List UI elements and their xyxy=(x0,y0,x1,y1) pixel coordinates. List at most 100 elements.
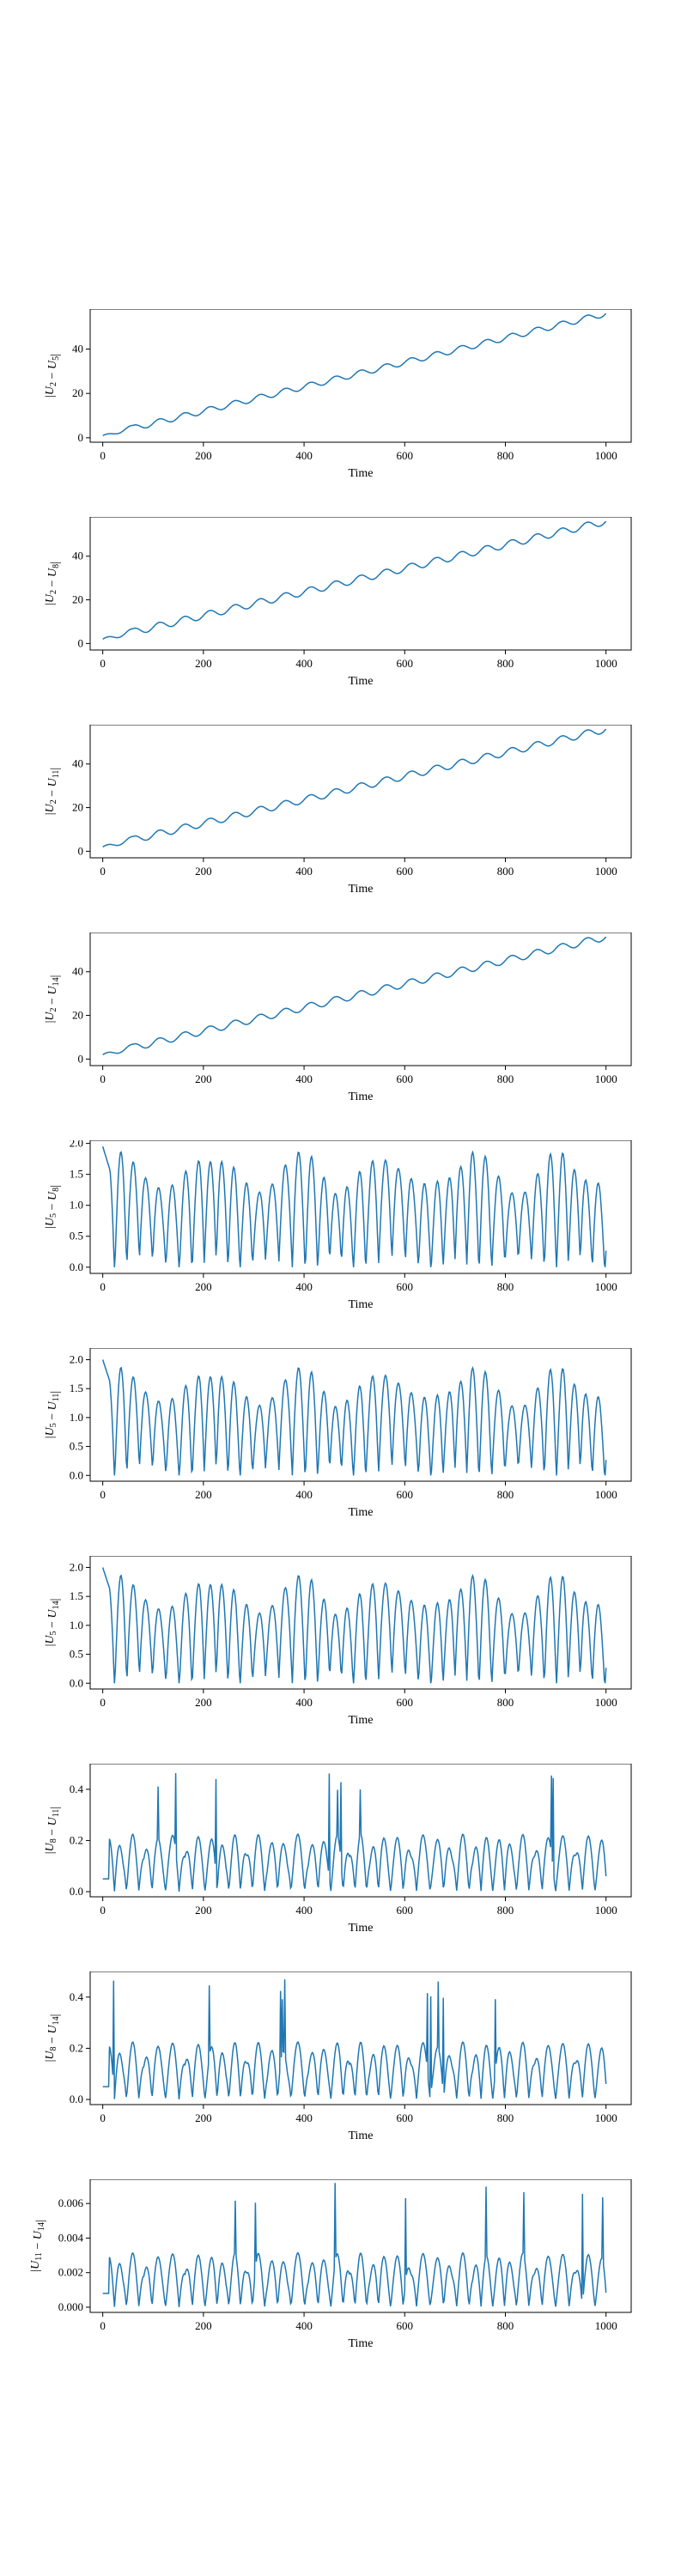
y-tick-label: 2.0 xyxy=(70,1560,83,1573)
plot-frame xyxy=(89,1971,632,2105)
x-tick-label: 600 xyxy=(397,1072,414,1085)
x-tick-label: 0 xyxy=(100,449,106,462)
y-tick-label: 0 xyxy=(78,431,84,444)
x-axis-label: Time xyxy=(348,1091,373,1103)
chart-panel: 0 200 400 600 800 1000 0 20 40 Time |U2 − U14| xyxy=(0,933,687,1147)
line-chart: 0 200 400 600 800 1000 0 20 40 Time |U2 − U8| xyxy=(44,517,632,688)
x-tick-label: 0 xyxy=(100,1488,106,1501)
x-tick-label: 0 xyxy=(100,1696,106,1709)
y-tick-label: 0.000 xyxy=(58,2300,83,2313)
line-chart: 0 200 400 600 800 1000 0.0 0.5 1.0 1.5 2.0 Time |U5 … xyxy=(44,1556,632,1727)
chart-panel: 0 200 400 600 800 1000 0.0 0.5 1.0 1.5 2.0 Time |U5 … xyxy=(0,1348,687,1563)
y-axis-label: |U8 − U11| xyxy=(44,1807,62,1854)
series-line xyxy=(101,1359,607,1476)
x-tick-label: 600 xyxy=(397,449,414,462)
x-tick-label: 800 xyxy=(497,1488,514,1501)
x-tick-label: 400 xyxy=(295,2111,313,2124)
x-tick-label: 600 xyxy=(397,1488,414,1501)
x-tick-label: 400 xyxy=(295,1072,313,1085)
x-tick-label: 800 xyxy=(497,1280,514,1293)
x-tick-label: 400 xyxy=(295,1488,313,1501)
y-axis-label: |U5 − U11| xyxy=(44,1391,62,1438)
x-tick-label: 0 xyxy=(100,657,106,670)
y-tick-label: 20 xyxy=(72,593,83,606)
x-tick-label: 800 xyxy=(497,449,514,462)
y-tick-label: 0.0 xyxy=(70,1885,83,1898)
y-axis-label: |U8 − U14| xyxy=(44,2014,62,2063)
x-tick-label: 200 xyxy=(195,449,212,462)
y-axis-label: |U5 − U14| xyxy=(44,1599,62,1647)
plot-frame xyxy=(89,1348,632,1482)
y-axis-label: |U2 − U14| xyxy=(44,975,62,1024)
y-tick-label: 20 xyxy=(72,801,83,814)
x-tick-label: 400 xyxy=(295,657,313,670)
x-tick-label: 200 xyxy=(195,1488,212,1501)
x-tick-label: 400 xyxy=(295,2319,313,2332)
chart-panel: 0 200 400 600 800 1000 0 20 40 Time |U2 − U8| xyxy=(0,517,687,732)
x-tick-label: 0 xyxy=(100,1904,106,1917)
y-tick-label: 40 xyxy=(72,550,83,562)
series-line xyxy=(102,2183,607,2307)
chart-panel: 0 200 400 600 800 1000 0.0 0.5 1.0 1.5 2.0 Time |U5 … xyxy=(0,1140,687,1355)
series-line xyxy=(102,1772,607,1892)
x-tick-label: 1000 xyxy=(595,449,617,462)
series-line xyxy=(102,313,607,436)
x-tick-label: 1000 xyxy=(595,865,617,878)
y-tick-label: 40 xyxy=(72,757,83,770)
x-tick-label: 0 xyxy=(100,1072,106,1085)
y-tick-label: 2.0 xyxy=(70,1352,83,1365)
y-tick-label: 0 xyxy=(78,636,84,649)
y-axis-label: |U5 − U8| xyxy=(44,1185,62,1229)
x-tick-label: 1000 xyxy=(595,1696,617,1709)
x-tick-label: 200 xyxy=(195,2111,212,2124)
x-tick-label: 200 xyxy=(195,1696,212,1709)
x-tick-label: 600 xyxy=(397,2319,414,2332)
x-axis-label: Time xyxy=(348,1298,373,1311)
x-axis-label: Time xyxy=(348,2129,373,2142)
x-tick-label: 800 xyxy=(497,657,514,670)
x-tick-label: 200 xyxy=(195,2319,212,2332)
x-tick-label: 200 xyxy=(195,1280,212,1293)
y-tick-label: 0.0 xyxy=(70,2093,83,2105)
y-tick-label: 1.0 xyxy=(70,1619,83,1631)
line-chart: 0 200 400 600 800 1000 0.0 0.2 0.4 Time |U8 − U11| xyxy=(44,1764,632,1935)
plot-frame xyxy=(89,2179,632,2313)
y-tick-label: 0.006 xyxy=(58,2196,84,2209)
x-axis-label: Time xyxy=(348,467,373,480)
x-tick-label: 400 xyxy=(295,1280,313,1293)
x-axis-label: Time xyxy=(348,1506,373,1519)
y-tick-label: 0.2 xyxy=(70,1833,83,1846)
series-line xyxy=(101,1567,607,1684)
y-tick-label: 0.2 xyxy=(70,2041,83,2054)
x-axis-label: Time xyxy=(348,675,373,688)
x-tick-label: 1000 xyxy=(595,657,617,670)
y-tick-label: 0.5 xyxy=(70,1648,83,1661)
series-line xyxy=(102,520,607,640)
x-tick-label: 1000 xyxy=(595,1488,617,1501)
y-tick-label: 0.5 xyxy=(70,1440,83,1453)
y-axis-label: |U2 − U5| xyxy=(44,354,62,398)
y-tick-label: 2.0 xyxy=(70,1140,83,1150)
y-tick-label: 20 xyxy=(72,386,83,399)
y-tick-label: 0.004 xyxy=(58,2231,84,2244)
x-axis-label: Time xyxy=(348,1922,373,1935)
chart-panel: 0 200 400 600 800 1000 0.0 0.2 0.4 Time |U8 − U11| xyxy=(0,1764,687,1978)
x-tick-label: 1000 xyxy=(595,1072,617,1085)
x-tick-label: 600 xyxy=(397,1904,414,1917)
chart-panel: 0 200 400 600 800 1000 0.0 0.5 1.0 1.5 2.0 Time |U5 … xyxy=(0,1556,687,1771)
y-tick-label: 1.5 xyxy=(70,1382,83,1394)
chart-panel: 0 200 400 600 800 1000 0 20 40 Time |U2 − U11| xyxy=(0,725,687,939)
x-tick-label: 800 xyxy=(497,2319,514,2332)
x-tick-label: 800 xyxy=(497,1696,514,1709)
series-line xyxy=(102,1979,607,2099)
series-line xyxy=(101,1145,607,1267)
y-tick-label: 0 xyxy=(78,844,84,857)
y-tick-label: 40 xyxy=(72,965,83,978)
line-chart: 0 200 400 600 800 1000 0 20 40 Time |U2 − U14| xyxy=(44,933,632,1103)
x-tick-label: 600 xyxy=(397,657,414,670)
y-tick-label: 20 xyxy=(72,1009,83,1022)
x-tick-label: 0 xyxy=(100,2319,106,2332)
y-tick-label: 0.4 xyxy=(70,1783,84,1795)
y-axis-label: |U11 − U14| xyxy=(29,2220,47,2271)
